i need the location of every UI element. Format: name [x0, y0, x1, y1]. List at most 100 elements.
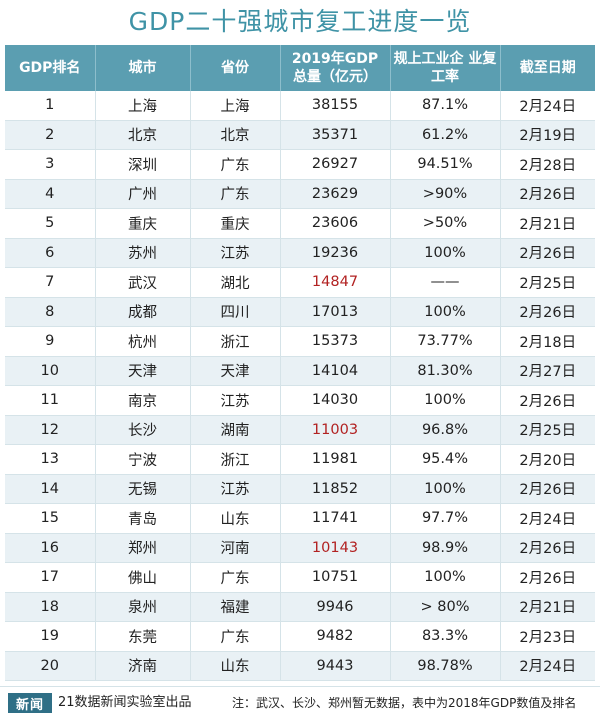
rate-cell: 100%: [390, 297, 501, 327]
province-cell: 河南: [190, 533, 281, 563]
date-cell: 2月26日: [500, 533, 595, 563]
gdp-cell: 38155: [280, 91, 391, 121]
date-cell: 2月20日: [500, 444, 595, 475]
city-cell: 苏州: [95, 238, 191, 268]
date-cell: 2月21日: [500, 592, 595, 622]
city-cell: 成都: [95, 297, 191, 327]
rank-cell: 4: [5, 179, 96, 209]
table-row: 10 天津 天津 14104 81.30% 2月27日: [5, 356, 595, 386]
date-cell: 2月24日: [500, 651, 595, 681]
rate-cell: 96.8%: [390, 415, 501, 445]
rank-cell: 14: [5, 474, 96, 504]
province-cell: 湖南: [190, 415, 281, 445]
gdp-cell: 10143: [280, 533, 391, 563]
province-cell: 四川: [190, 297, 281, 327]
rate-cell: 94.51%: [390, 149, 501, 180]
table-row: 7 武汉 湖北 14847 —— 2月25日: [5, 267, 595, 298]
rank-cell: 2: [5, 120, 96, 150]
gdp-cell: 11003: [280, 415, 391, 445]
province-cell: 山东: [190, 503, 281, 534]
date-cell: 2月26日: [500, 474, 595, 504]
city-cell: 武汉: [95, 267, 191, 298]
header-rate: 规上工业企 业复工率: [390, 45, 501, 91]
table-row: 8 成都 四川 17013 100% 2月26日: [5, 297, 595, 327]
province-cell: 浙江: [190, 326, 281, 357]
rank-cell: 8: [5, 297, 96, 327]
rate-cell: 100%: [390, 385, 501, 416]
gdp-cell: 11981: [280, 444, 391, 475]
table-row: 3 深圳 广东 26927 94.51% 2月28日: [5, 149, 595, 180]
rate-cell: 95.4%: [390, 444, 501, 475]
table-row: 4 广州 广东 23629 >90% 2月26日: [5, 179, 595, 209]
rate-cell: >90%: [390, 179, 501, 209]
province-cell: 江苏: [190, 474, 281, 504]
province-cell: 广东: [190, 562, 281, 593]
producer-credit: 21数据新闻实验室出品: [58, 695, 192, 710]
rank-cell: 6: [5, 238, 96, 268]
gdp-cell: 9946: [280, 592, 391, 622]
city-cell: 东莞: [95, 621, 191, 652]
province-cell: 北京: [190, 120, 281, 150]
city-cell: 北京: [95, 120, 191, 150]
gdp-cell: 17013: [280, 297, 391, 327]
gdp-cell: 11741: [280, 503, 391, 534]
rank-cell: 3: [5, 149, 96, 180]
province-cell: 湖北: [190, 267, 281, 298]
gdp-cell: 9482: [280, 621, 391, 652]
table-row: 18 泉州 福建 9946 > 80% 2月21日: [5, 592, 595, 622]
rank-cell: 5: [5, 208, 96, 239]
province-cell: 江苏: [190, 238, 281, 268]
rank-cell: 13: [5, 444, 96, 475]
table-row: 2 北京 北京 35371 61.2% 2月19日: [5, 120, 595, 150]
city-cell: 宁波: [95, 444, 191, 475]
footnote: 注：武汉、长沙、郑州暂无数据，表中为2018年GDP数值及排名: [232, 696, 577, 710]
province-cell: 山东: [190, 651, 281, 681]
table-row: 1 上海 上海 38155 87.1% 2月24日: [5, 91, 595, 121]
date-cell: 2月19日: [500, 120, 595, 150]
city-cell: 无锡: [95, 474, 191, 504]
province-cell: 重庆: [190, 208, 281, 239]
date-cell: 2月24日: [500, 91, 595, 121]
table-row: 9 杭州 浙江 15373 73.77% 2月18日: [5, 326, 595, 357]
table-row: 13 宁波 浙江 11981 95.4% 2月20日: [5, 444, 595, 475]
header-gdp: 2019年GDP 总量（亿元）: [280, 45, 391, 91]
rank-cell: 19: [5, 621, 96, 652]
gdp-cell: 19236: [280, 238, 391, 268]
date-cell: 2月28日: [500, 149, 595, 180]
gdp-cell: 10751: [280, 562, 391, 593]
table-row: 15 青岛 山东 11741 97.7% 2月24日: [5, 503, 595, 534]
province-cell: 江苏: [190, 385, 281, 416]
province-cell: 福建: [190, 592, 281, 622]
date-cell: 2月26日: [500, 385, 595, 416]
gdp-cell: 26927: [280, 149, 391, 180]
table-row: 6 苏州 江苏 19236 100% 2月26日: [5, 238, 595, 268]
table-row: 19 东莞 广东 9482 83.3% 2月23日: [5, 621, 595, 652]
header-date: 截至日期: [500, 45, 595, 91]
footer: 新闻 21数据新闻实验室出品 注：武汉、长沙、郑州暂无数据，表中为2018年GD…: [0, 686, 600, 718]
gdp-cell: 23606: [280, 208, 391, 239]
city-cell: 天津: [95, 356, 191, 386]
gdp-cell: 14104: [280, 356, 391, 386]
gdp-cell: 9443: [280, 651, 391, 681]
date-cell: 2月24日: [500, 503, 595, 534]
rank-cell: 1: [5, 91, 96, 121]
city-cell: 广州: [95, 179, 191, 209]
rate-cell: 100%: [390, 562, 501, 593]
logo-mark: 新闻: [8, 693, 52, 713]
city-cell: 泉州: [95, 592, 191, 622]
province-cell: 广东: [190, 179, 281, 209]
rank-cell: 15: [5, 503, 96, 534]
rank-cell: 9: [5, 326, 96, 357]
date-cell: 2月25日: [500, 415, 595, 445]
date-cell: 2月23日: [500, 621, 595, 652]
table-row: 14 无锡 江苏 11852 100% 2月26日: [5, 474, 595, 504]
rate-cell: 83.3%: [390, 621, 501, 652]
date-cell: 2月26日: [500, 238, 595, 268]
header-rank: GDP排名: [5, 45, 96, 91]
rate-cell: 87.1%: [390, 91, 501, 121]
city-table: GDP排名 城市 省份 2019年GDP 总量（亿元） 规上工业企 业复工率 截至日期 1…: [5, 45, 595, 681]
gdp-cell: 15373: [280, 326, 391, 357]
rank-cell: 17: [5, 562, 96, 593]
header-province: 省份: [190, 45, 281, 91]
date-cell: 2月26日: [500, 297, 595, 327]
